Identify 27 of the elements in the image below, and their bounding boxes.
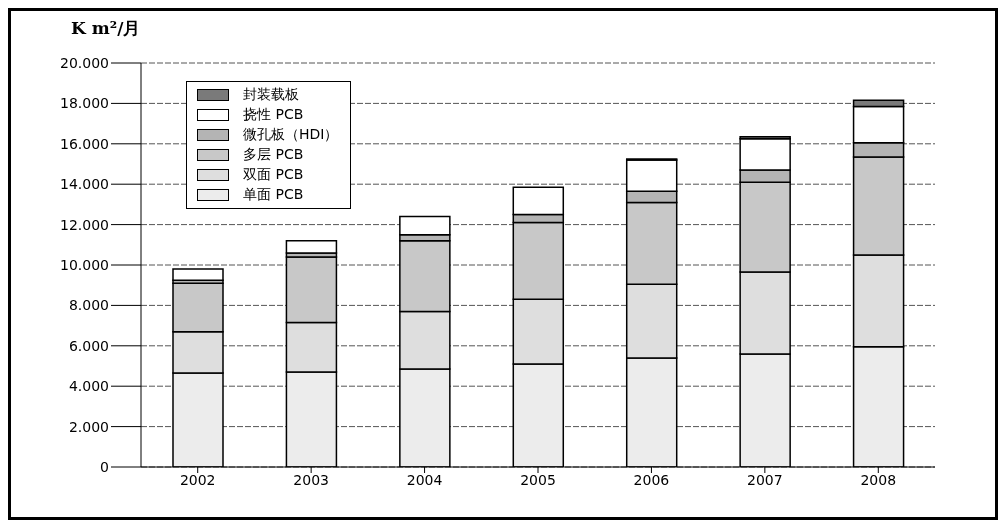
y-tick-label: 4.000: [68, 378, 109, 395]
x-tick-label: 2004: [406, 471, 443, 488]
y-tick-label: 2.000: [68, 418, 109, 435]
y-axis-title: K m²/月: [71, 17, 141, 40]
y-tick-label: 10.000: [60, 256, 109, 273]
y-tick-label: 0: [100, 458, 109, 475]
x-tick-label: 2006: [633, 471, 670, 488]
legend-label: 双面 PCB: [243, 166, 304, 184]
legend-label: 封装载板: [243, 86, 299, 104]
x-tick-label: 2005: [520, 471, 556, 488]
y-tick-label: 12.000: [60, 216, 109, 233]
bar: [285, 240, 338, 254]
x-tick-label: 2008: [860, 471, 897, 488]
legend-label: 微孔板（HDI）: [243, 126, 339, 144]
y-tick-label: 18.000: [60, 95, 109, 112]
x-tick-label: 2003: [293, 471, 329, 488]
y-tick-label: 14.000: [60, 176, 109, 193]
y-tick-label: 20.000: [60, 54, 109, 71]
legend-label: 多层 PCB: [243, 146, 304, 164]
y-tick-label: 8.000: [68, 297, 109, 314]
bar: [172, 268, 224, 281]
y-tick-label: 6.000: [68, 337, 109, 354]
x-tick-label: 2007: [747, 471, 783, 488]
x-tick-label: 2002: [179, 471, 216, 488]
legend-label: 挠性 PCB: [243, 106, 304, 124]
y-tick-label: 16.000: [60, 135, 109, 152]
legend-label: 单面 PCB: [243, 186, 304, 204]
